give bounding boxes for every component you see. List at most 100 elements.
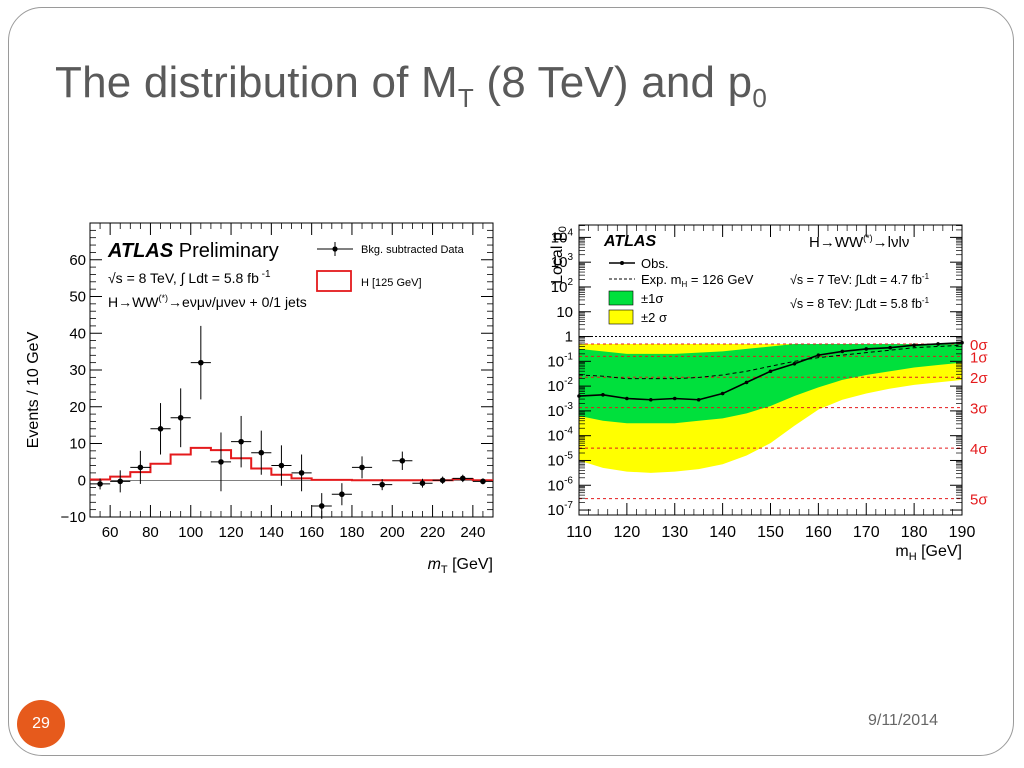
legend-obs-marker <box>620 261 624 265</box>
y-tick-label: 20 <box>69 399 86 416</box>
x-tick-label: 60 <box>102 524 119 541</box>
data-point <box>480 478 486 485</box>
legend-band1-box <box>608 290 634 306</box>
observed-point <box>912 343 916 348</box>
x-tick-label: 220 <box>420 524 445 541</box>
slide-number-badge: 29 <box>17 700 65 748</box>
legend-signal-label: H [125 GeV] <box>361 277 422 289</box>
data-point <box>419 480 426 486</box>
data-point <box>318 503 325 509</box>
observed-point <box>840 349 845 354</box>
y-tick-label: 0 <box>78 472 86 489</box>
sigma-label: 4σ <box>970 441 988 458</box>
data-point <box>278 462 285 469</box>
data-point <box>298 470 305 476</box>
y-tick-label: 10 <box>556 304 573 321</box>
mt-distribution-svg: −10 0 10 20 30 40 50 60 60 80 100 120 140 160 180 200 22… <box>25 222 494 576</box>
x-axis-label: mT [GeV] <box>428 556 493 576</box>
y-tick-label: 10-5 <box>547 450 573 469</box>
y-tick-label: 10-4 <box>547 426 573 445</box>
legend-data-marker <box>332 246 338 252</box>
x-tick-label: 200 <box>380 524 405 541</box>
x-axis-label: mH [GeV] <box>895 543 962 563</box>
y-tick-label: 10-7 <box>547 500 573 519</box>
data-point <box>459 475 466 482</box>
observed-point <box>936 342 940 346</box>
mt-distribution-chart: −10 0 10 20 30 40 50 60 60 80 100 120 140 160 180 200 22… <box>15 205 505 585</box>
legend-obs-label: Obs. <box>641 256 668 271</box>
sigma-label: 3σ <box>970 401 988 418</box>
data-point <box>97 481 103 487</box>
data-point <box>117 478 124 485</box>
observed-point <box>864 347 869 351</box>
data-point <box>399 457 406 464</box>
x-tick-label: 240 <box>460 524 485 541</box>
x-tick-label: 100 <box>178 524 203 541</box>
x-tick-label: 80 <box>142 524 159 541</box>
data-point <box>238 438 244 445</box>
sigma-label: 0σ <box>970 337 988 354</box>
process-label: H→WW(*)→lνlν <box>809 233 909 251</box>
x-tick-label: 120 <box>219 524 244 541</box>
sigma-label: 1σ <box>970 349 988 366</box>
observed-point <box>720 391 725 396</box>
x-tick-label: 180 <box>901 524 928 541</box>
signal-histogram <box>90 446 493 482</box>
legend-band1-label: ±1σ <box>641 291 663 306</box>
y-tick-label: 10-1 <box>547 351 573 370</box>
legend-data-label: Bkg. subtracted Data <box>361 244 465 256</box>
sigma-label: 2σ <box>970 370 988 387</box>
legend-band2-label: ±2 σ <box>641 310 667 325</box>
y-axis-label: Local p0 <box>549 226 569 284</box>
x-tick-label: 130 <box>661 524 688 541</box>
lumi-8tev-label: √s = 8 TeV: ∫Ldt = 5.8 fb-1 <box>790 296 930 311</box>
data-point <box>218 459 224 465</box>
x-tick-label: 120 <box>614 524 641 541</box>
observed-point <box>696 397 701 402</box>
slide-number: 29 <box>32 715 50 732</box>
data-point <box>439 477 446 484</box>
local-p0-svg: 0σ1σ2σ3σ4σ5σ10410310210110-110-210-310-4… <box>547 224 988 563</box>
expected-line <box>578 344 963 380</box>
x-tick-label: 160 <box>805 524 832 541</box>
y-axis-label: Events / 10 GeV <box>25 331 42 448</box>
legend-exp-label: Exp. mH = 126 GeV <box>641 272 754 289</box>
slide-title: The distribution of MT (8 TeV) and p0 <box>55 58 767 113</box>
data-point <box>339 491 345 498</box>
y-tick-label: 10-3 <box>547 401 573 420</box>
atlas-label: ATLAS Preliminary <box>107 240 279 262</box>
lumi-7tev-label: √s = 7 TeV: ∫Ldt = 4.7 fb-1 <box>790 272 930 287</box>
slide-date: 9/11/2014 <box>868 712 938 729</box>
legend-signal-box <box>316 270 352 292</box>
y-tick-label: 10-2 <box>547 376 573 395</box>
y-tick-label: 103 <box>551 252 574 271</box>
y-tick-label: −10 <box>61 509 86 526</box>
y-tick-label: 104 <box>551 227 574 246</box>
legend-band2-box <box>608 309 634 325</box>
observed-point <box>792 362 797 366</box>
sigma-label: 5σ <box>970 492 988 509</box>
data-point <box>198 359 204 366</box>
y-tick-label: 50 <box>69 289 86 306</box>
observed-point <box>625 396 629 401</box>
x-tick-label: 140 <box>709 524 736 541</box>
observed-point <box>672 396 677 401</box>
atlas-label: ATLAS <box>603 233 656 250</box>
y-tick-label: 10-6 <box>547 475 573 494</box>
data-point <box>177 414 184 421</box>
y-tick-label: 10 <box>69 436 86 453</box>
x-tick-label: 190 <box>949 524 976 541</box>
channel-label: H→WW(*)→eνμν/μνeν + 0/1 jets <box>108 293 307 310</box>
observed-point <box>768 369 773 374</box>
x-tick-label: 160 <box>299 524 324 541</box>
x-tick-label: 170 <box>853 524 880 541</box>
y-tick-label: 1 <box>565 329 573 346</box>
x-tick-label: 180 <box>339 524 364 541</box>
data-point <box>137 464 144 471</box>
y-tick-label: 60 <box>69 252 86 269</box>
data-point <box>258 449 265 456</box>
x-tick-label: 150 <box>757 524 784 541</box>
observed-point <box>649 397 653 402</box>
data-point <box>157 426 164 432</box>
energy-label: √s = 8 TeV, ∫ Ldt = 5.8 fb -1 <box>108 269 271 286</box>
